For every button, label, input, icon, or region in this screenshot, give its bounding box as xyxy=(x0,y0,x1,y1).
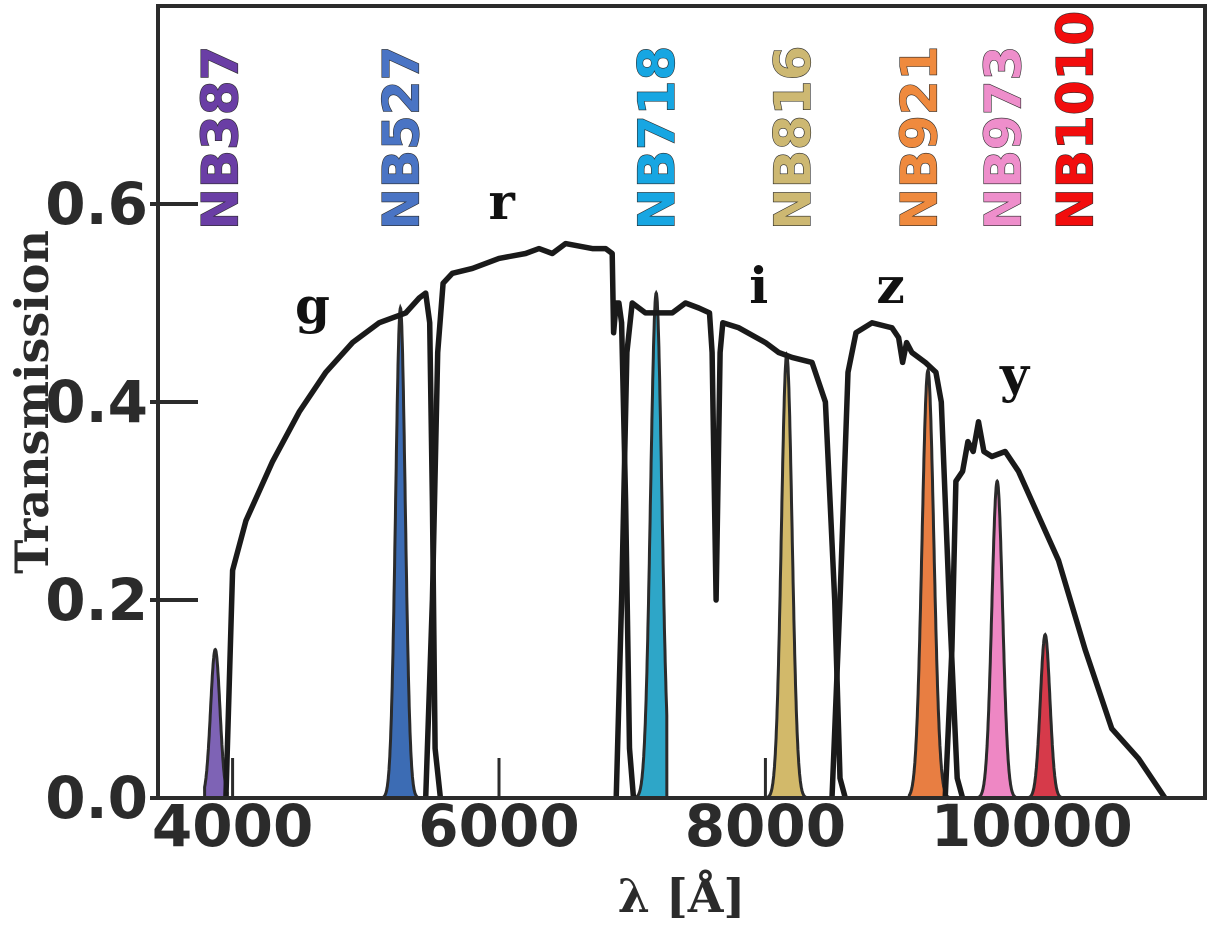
series-i-band xyxy=(613,300,848,799)
series-y-band xyxy=(942,419,1168,800)
nb-label-nb527: NB527 xyxy=(372,46,430,230)
label-layer: g r i z y NB387 NB527 NB718 NB816 NB921 NB973 NB101… xyxy=(191,10,1105,404)
band-label-z: z xyxy=(876,256,904,315)
series-nb387 xyxy=(203,647,229,800)
nb-label-nb816: NB816 xyxy=(764,46,822,230)
x-tick-label: 6000 xyxy=(418,792,579,860)
band-label-g: g xyxy=(295,276,330,335)
series-nb527 xyxy=(304,303,440,800)
y-tick-label: 0.6 xyxy=(45,170,148,238)
x-tick-label: 4000 xyxy=(152,792,313,860)
tick-layer: 0.0 0.2 0.4 0.6 4000 6000 8000 10000 xyxy=(45,170,1132,860)
y-tick-label: 0.0 xyxy=(45,764,148,832)
nb-label-nb921: NB921 xyxy=(891,46,949,230)
plot-frame xyxy=(156,4,1207,800)
nb-label-nb1010: NB1010 xyxy=(1046,11,1104,230)
nb-label-nb973: NB973 xyxy=(975,46,1033,230)
y-axis-label: Transmission xyxy=(5,230,59,574)
x-tick-label: 8000 xyxy=(685,792,846,860)
band-label-y: y xyxy=(999,345,1031,404)
series-nb1010 xyxy=(1025,632,1066,800)
x-axis-label: λ [Å] xyxy=(618,868,746,923)
nb-label-nb718: NB718 xyxy=(628,46,686,230)
series-z-band xyxy=(829,320,966,799)
y-tick-label: 0.2 xyxy=(45,566,148,634)
x-tick-label: 10000 xyxy=(931,792,1133,860)
series-nb718 xyxy=(628,289,669,800)
band-label-r: r xyxy=(488,172,515,231)
series-layer xyxy=(203,240,1168,800)
y-tick-label: 0.4 xyxy=(45,368,148,436)
series-nb973 xyxy=(970,478,1018,800)
nb-label-nb387: NB387 xyxy=(191,46,249,230)
series-g-band xyxy=(223,290,444,799)
series-nb816 xyxy=(672,351,807,800)
band-label-i: i xyxy=(749,256,768,315)
series-r-band xyxy=(422,240,637,799)
